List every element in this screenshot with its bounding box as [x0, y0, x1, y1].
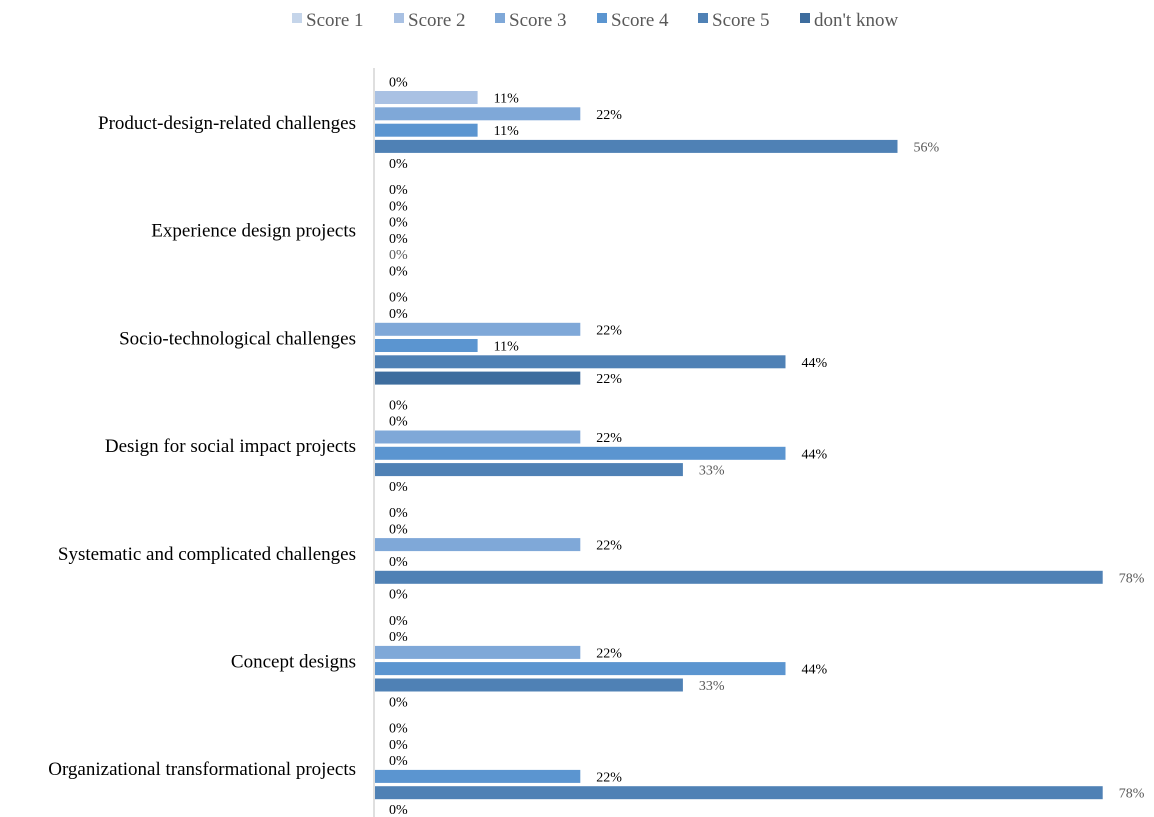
data-label-concept-designs-score-2: 0% — [389, 630, 408, 645]
data-label-product-design-related-challenges-don-t-know: 0% — [389, 157, 408, 172]
data-label-product-design-related-challenges-score-1: 0% — [389, 75, 408, 90]
data-label-socio-technological-challenges-don-t-know: 22% — [596, 372, 622, 387]
legend: Score 1 Score 2 Score 3 Score 4 Score 5 don't… — [292, 10, 898, 31]
bar-socio-technological-challenges-score-5 — [375, 355, 786, 369]
category-label-organizational-transformational-projects: Organizational transformational projects — [48, 759, 356, 780]
bar-product-design-related-challenges-score-3 — [375, 107, 581, 121]
data-label-organizational-transformational-projects-don-t-know: 0% — [389, 803, 408, 817]
bar-concept-designs-score-5 — [375, 678, 683, 692]
bar-concept-designs-score-4 — [375, 662, 786, 676]
data-label-systematic-and-complicated-challenges-score-3: 22% — [596, 539, 622, 554]
data-label-concept-designs-score-4: 44% — [802, 663, 828, 678]
data-label-organizational-transformational-projects-score-1: 0% — [389, 722, 408, 737]
legend-label-score-2: Score 2 — [408, 10, 466, 31]
legend-swatch-don-t-know — [800, 13, 810, 23]
data-label-experience-design-projects-score-2: 0% — [389, 199, 408, 214]
data-label-organizational-transformational-projects-score-4: 22% — [596, 770, 622, 785]
bar-design-for-social-impact-projects-score-3 — [375, 430, 581, 444]
data-label-socio-technological-challenges-score-3: 22% — [596, 323, 622, 338]
data-label-concept-designs-score-5: 33% — [699, 679, 725, 694]
data-label-design-for-social-impact-projects-score-4: 44% — [802, 447, 828, 462]
bar-product-design-related-challenges-score-2 — [375, 91, 478, 104]
data-label-organizational-transformational-projects-score-5: 78% — [1119, 787, 1145, 802]
data-label-design-for-social-impact-projects-score-3: 22% — [596, 431, 622, 446]
data-label-design-for-social-impact-projects-don-t-know: 0% — [389, 480, 408, 495]
data-label-experience-design-projects-score-5: 0% — [389, 248, 408, 263]
legend-swatch-score-4 — [597, 13, 607, 23]
data-label-product-design-related-challenges-score-3: 22% — [596, 108, 622, 123]
legend-label-score-3: Score 3 — [509, 10, 567, 31]
data-label-systematic-and-complicated-challenges-don-t-know: 0% — [389, 588, 408, 603]
category-label-socio-technological-challenges: Socio-technological challenges — [119, 328, 356, 349]
data-label-experience-design-projects-don-t-know: 0% — [389, 264, 408, 279]
category-labels: Product-design-related challenges Experie… — [48, 113, 356, 780]
bar-systematic-and-complicated-challenges-score-3 — [375, 538, 581, 552]
bar-socio-technological-challenges-score-4 — [375, 339, 478, 352]
data-label-concept-designs-score-1: 0% — [389, 614, 408, 629]
category-label-design-for-social-impact-projects: Design for social impact projects — [105, 436, 356, 457]
legend-label-score-5: Score 5 — [712, 10, 770, 31]
bar-organizational-transformational-projects-score-5 — [375, 786, 1103, 800]
data-label-concept-designs-score-3: 22% — [596, 646, 622, 661]
data-label-experience-design-projects-score-4: 0% — [389, 232, 408, 247]
data-label-design-for-social-impact-projects-score-1: 0% — [389, 398, 408, 413]
bar-design-for-social-impact-projects-score-5 — [375, 463, 683, 477]
data-label-organizational-transformational-projects-score-3: 0% — [389, 754, 408, 769]
data-label-product-design-related-challenges-score-4: 11% — [494, 124, 519, 139]
bar-systematic-and-complicated-challenges-score-5 — [375, 570, 1103, 584]
data-label-systematic-and-complicated-challenges-score-5: 78% — [1119, 571, 1145, 586]
bar-design-for-social-impact-projects-score-4 — [375, 446, 786, 460]
bar-organizational-transformational-projects-score-4 — [375, 769, 581, 783]
data-label-socio-technological-challenges-score-4: 11% — [494, 340, 519, 355]
data-label-design-for-social-impact-projects-score-5: 33% — [699, 464, 725, 479]
bar-product-design-related-challenges-score-5 — [375, 139, 898, 153]
bar-socio-technological-challenges-score-3 — [375, 322, 581, 336]
category-label-systematic-and-complicated-challenges: Systematic and complicated challenges — [58, 544, 356, 565]
data-label-socio-technological-challenges-score-5: 44% — [802, 356, 828, 371]
legend-label-don-t-know: don't know — [814, 10, 898, 31]
data-label-socio-technological-challenges-score-1: 0% — [389, 291, 408, 306]
data-label-concept-designs-don-t-know: 0% — [389, 695, 408, 710]
bar-product-design-related-challenges-score-4 — [375, 123, 478, 137]
category-label-experience-design-projects: Experience design projects — [151, 221, 356, 242]
data-label-systematic-and-complicated-challenges-score-1: 0% — [389, 506, 408, 521]
legend-swatch-score-2 — [394, 13, 404, 23]
data-label-experience-design-projects-score-1: 0% — [389, 183, 408, 198]
data-label-systematic-and-complicated-challenges-score-4: 0% — [389, 555, 408, 570]
legend-swatch-score-5 — [698, 13, 708, 23]
data-label-product-design-related-challenges-score-5: 56% — [914, 140, 940, 155]
bars — [375, 91, 1103, 800]
data-label-socio-technological-challenges-score-2: 0% — [389, 307, 408, 322]
legend-swatch-score-3 — [495, 13, 505, 23]
data-label-organizational-transformational-projects-score-2: 0% — [389, 738, 408, 753]
bar-socio-technological-challenges-don-t-know — [375, 371, 581, 385]
bar-concept-designs-score-3 — [375, 645, 581, 659]
data-labels: 0%11%22%11%56%0%0%0%0%0%0%0%0%0%22%11%44… — [389, 75, 1145, 817]
legend-label-score-4: Score 4 — [611, 10, 669, 31]
data-label-experience-design-projects-score-3: 0% — [389, 216, 408, 231]
legend-swatch-score-1 — [292, 13, 302, 23]
data-label-systematic-and-complicated-challenges-score-2: 0% — [389, 522, 408, 537]
category-label-concept-designs: Concept designs — [231, 652, 356, 673]
data-label-design-for-social-impact-projects-score-2: 0% — [389, 415, 408, 430]
legend-label-score-1: Score 1 — [306, 10, 364, 31]
category-label-product-design-related-challenges: Product-design-related challenges — [98, 113, 356, 134]
data-label-product-design-related-challenges-score-2: 11% — [494, 92, 519, 107]
